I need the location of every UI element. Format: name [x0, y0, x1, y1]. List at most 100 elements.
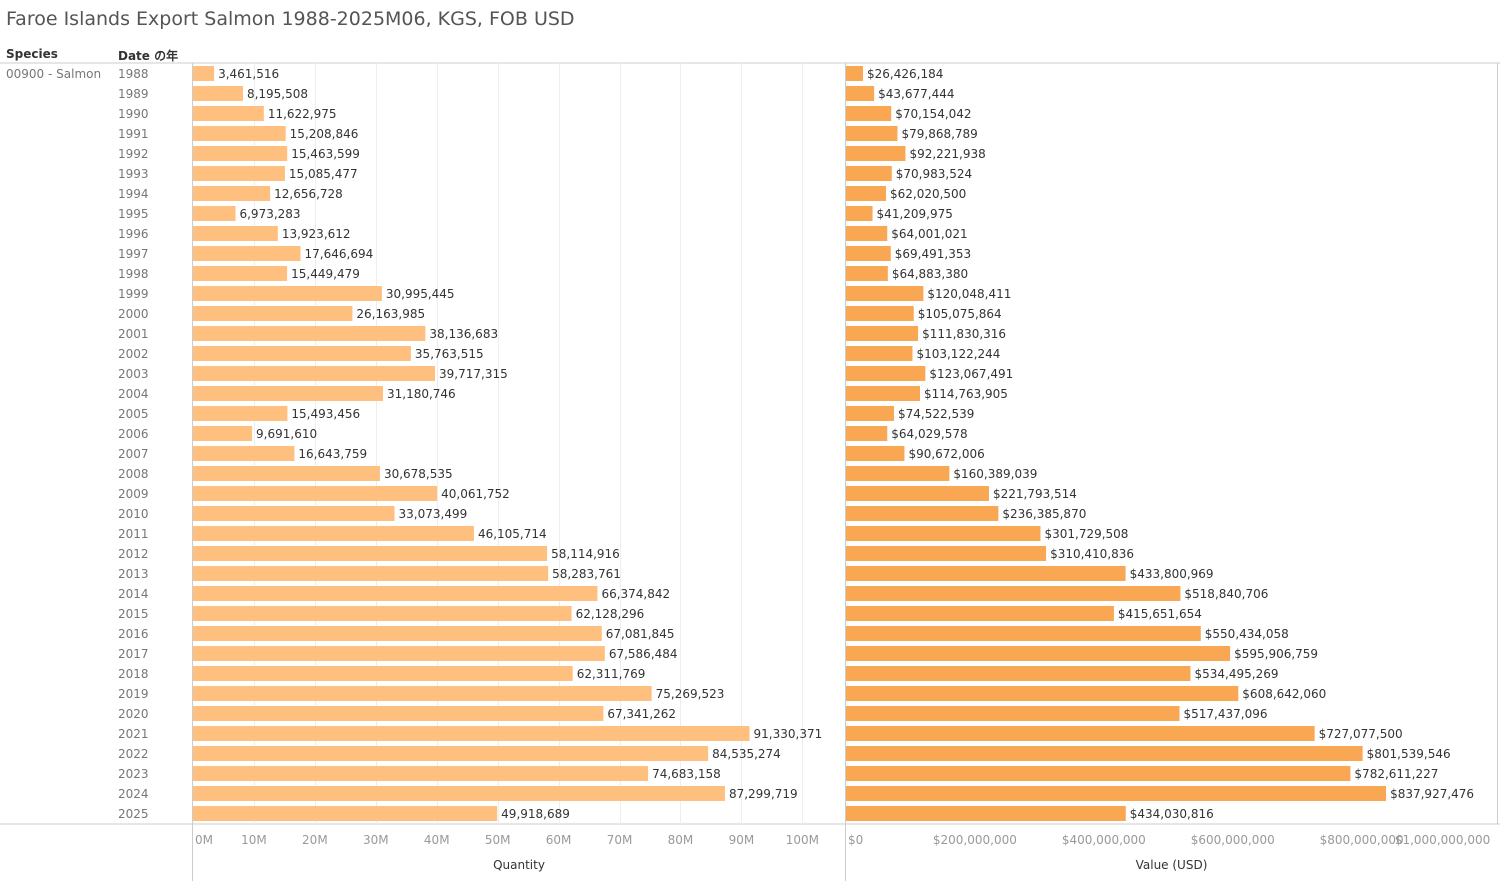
data-label: $301,729,508	[1044, 527, 1128, 541]
bar	[846, 126, 898, 141]
bar	[846, 226, 888, 241]
data-label: 39,717,315	[439, 367, 508, 381]
data-label: 33,073,499	[399, 507, 468, 521]
tick-label: $600,000,000	[1191, 833, 1275, 847]
bar	[193, 766, 649, 781]
bar	[846, 66, 864, 81]
year-label: 2013	[118, 567, 149, 581]
data-label: $64,001,021	[891, 227, 967, 241]
tick-label: $1,000,000,000	[1395, 833, 1490, 847]
data-label: $103,122,244	[916, 347, 1000, 361]
bar	[846, 586, 1181, 601]
year-label: 2014	[118, 587, 149, 601]
data-label: $221,793,514	[993, 487, 1077, 501]
year-label: 2011	[118, 527, 149, 541]
data-label: 6,973,283	[239, 207, 300, 221]
bar	[846, 426, 888, 441]
bar	[846, 466, 950, 481]
tick-label: 30M	[363, 833, 389, 847]
year-label: 2001	[118, 327, 149, 341]
data-label: $837,927,476	[1390, 787, 1474, 801]
data-label: $160,389,039	[953, 467, 1037, 481]
bar	[193, 726, 750, 741]
data-label: $310,410,836	[1050, 547, 1134, 561]
data-label: $518,840,706	[1184, 587, 1268, 601]
year-label: 2020	[118, 707, 149, 721]
year-label: 2023	[118, 767, 149, 781]
year-label: 1996	[118, 227, 149, 241]
year-label: 2002	[118, 347, 149, 361]
bar	[193, 186, 271, 201]
bar	[846, 506, 999, 521]
data-label: $123,067,491	[929, 367, 1013, 381]
date-header[interactable]: Date の年	[118, 49, 179, 63]
bar	[193, 366, 436, 381]
species-header[interactable]: Species	[6, 47, 58, 61]
data-label: 15,449,479	[291, 267, 360, 281]
tick-label: 50M	[485, 833, 511, 847]
bar	[846, 86, 875, 101]
bar	[846, 206, 873, 221]
data-label: $534,495,269	[1195, 667, 1279, 681]
year-label: 2015	[118, 607, 149, 621]
bar	[846, 626, 1201, 641]
bar	[193, 126, 286, 141]
data-label: 67,081,845	[606, 627, 675, 641]
year-label: 2008	[118, 467, 149, 481]
data-label: 17,646,694	[305, 247, 374, 261]
tick-label: 100M	[786, 833, 819, 847]
species-row-label: 00900 - Salmon	[6, 67, 102, 81]
data-label: $70,154,042	[895, 107, 971, 121]
year-label: 2019	[118, 687, 149, 701]
data-label: 15,463,599	[291, 147, 360, 161]
year-label: 2005	[118, 407, 149, 421]
bar	[193, 706, 604, 721]
data-label: 40,061,752	[441, 487, 510, 501]
bar	[193, 626, 602, 641]
year-label: 2000	[118, 307, 149, 321]
bar	[846, 446, 905, 461]
data-label: 91,330,371	[754, 727, 823, 741]
bar	[193, 206, 236, 221]
bar	[846, 186, 886, 201]
data-label: 30,995,445	[386, 287, 455, 301]
year-label: 2012	[118, 547, 149, 561]
data-label: 67,586,484	[609, 647, 678, 661]
year-label: 2009	[118, 487, 149, 501]
data-label: $727,077,500	[1319, 727, 1403, 741]
year-label: 2007	[118, 447, 149, 461]
data-label: $105,075,864	[918, 307, 1002, 321]
bar	[193, 686, 652, 701]
data-label: 67,341,262	[607, 707, 676, 721]
year-label: 2018	[118, 667, 149, 681]
data-label: 30,678,535	[384, 467, 453, 481]
axis-title: Quantity	[493, 858, 545, 872]
bar	[846, 786, 1387, 801]
data-label: $415,651,654	[1118, 607, 1202, 621]
data-label: 46,105,714	[478, 527, 547, 541]
year-label: 2010	[118, 507, 149, 521]
data-label: $782,611,227	[1354, 767, 1438, 781]
bar	[846, 646, 1231, 661]
bar	[846, 526, 1041, 541]
year-label: 1991	[118, 127, 149, 141]
year-label: 1993	[118, 167, 149, 181]
year-label: 1999	[118, 287, 149, 301]
data-label: $43,677,444	[878, 87, 954, 101]
year-label: 2004	[118, 387, 149, 401]
bar	[193, 166, 285, 181]
data-label: 15,085,477	[289, 167, 358, 181]
bar	[193, 86, 243, 101]
data-label: 35,763,515	[415, 347, 484, 361]
bar	[193, 266, 288, 281]
bar	[846, 326, 919, 341]
bar	[846, 366, 926, 381]
bar	[193, 486, 438, 501]
data-label: 11,622,975	[268, 107, 337, 121]
bar	[846, 166, 892, 181]
bar	[193, 346, 411, 361]
bar	[846, 106, 892, 121]
bar	[846, 726, 1315, 741]
year-label: 2006	[118, 427, 149, 441]
bar	[846, 386, 920, 401]
